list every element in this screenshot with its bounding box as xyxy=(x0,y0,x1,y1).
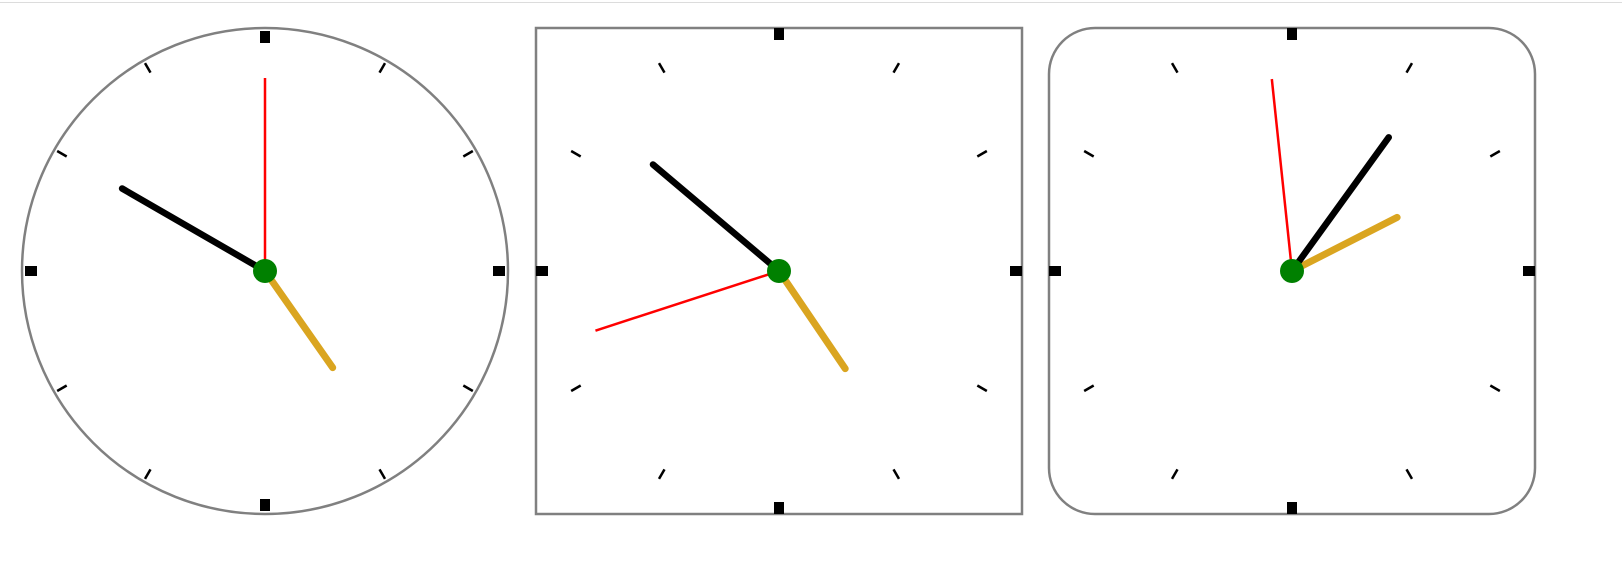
hour-tick-minor xyxy=(892,468,901,480)
hour-tick-minor xyxy=(143,468,152,480)
hour-tick-minor xyxy=(56,384,68,393)
minute-hand xyxy=(1288,134,1393,275)
minute-hand xyxy=(649,161,783,275)
clock-round-face xyxy=(20,26,510,516)
clock-rounded-square-face xyxy=(1047,26,1537,516)
hour-hand xyxy=(1288,213,1401,275)
hour-tick-minor xyxy=(892,62,901,74)
hour-tick-minor xyxy=(378,62,387,74)
hour-tick-minor xyxy=(657,62,666,74)
hour-tick-minor xyxy=(462,149,474,158)
hour-tick-minor xyxy=(378,468,387,480)
hour-tick-minor xyxy=(657,468,666,480)
hour-tick-minor xyxy=(1405,62,1414,74)
hour-tick-minor xyxy=(570,149,582,158)
second-hand xyxy=(1270,78,1294,272)
hour-hand xyxy=(775,267,849,373)
hour-hand xyxy=(261,267,337,372)
center-dot xyxy=(767,259,791,283)
top-divider xyxy=(0,2,1622,3)
clock-rounded-square xyxy=(1047,26,1537,516)
hour-tick-minor xyxy=(1489,149,1501,158)
minute-hand xyxy=(118,185,269,275)
hour-tick-minor xyxy=(462,384,474,393)
second-hand xyxy=(595,269,780,332)
hour-tick-minor xyxy=(1170,468,1179,480)
clock-round xyxy=(20,26,510,516)
hour-tick-minor xyxy=(976,384,988,393)
hour-tick-minor xyxy=(1170,62,1179,74)
center-dot xyxy=(253,259,277,283)
hour-tick-minor xyxy=(1405,468,1414,480)
hour-tick-minor xyxy=(143,62,152,74)
hour-tick-minor xyxy=(976,149,988,158)
hour-tick-minor xyxy=(1489,384,1501,393)
hour-tick-minor xyxy=(570,384,582,393)
hour-tick-minor xyxy=(1083,384,1095,393)
clock-square-face xyxy=(534,26,1024,516)
clock-square xyxy=(534,26,1024,516)
hour-tick-minor xyxy=(1083,149,1095,158)
center-dot xyxy=(1280,259,1304,283)
hour-tick-minor xyxy=(56,149,68,158)
